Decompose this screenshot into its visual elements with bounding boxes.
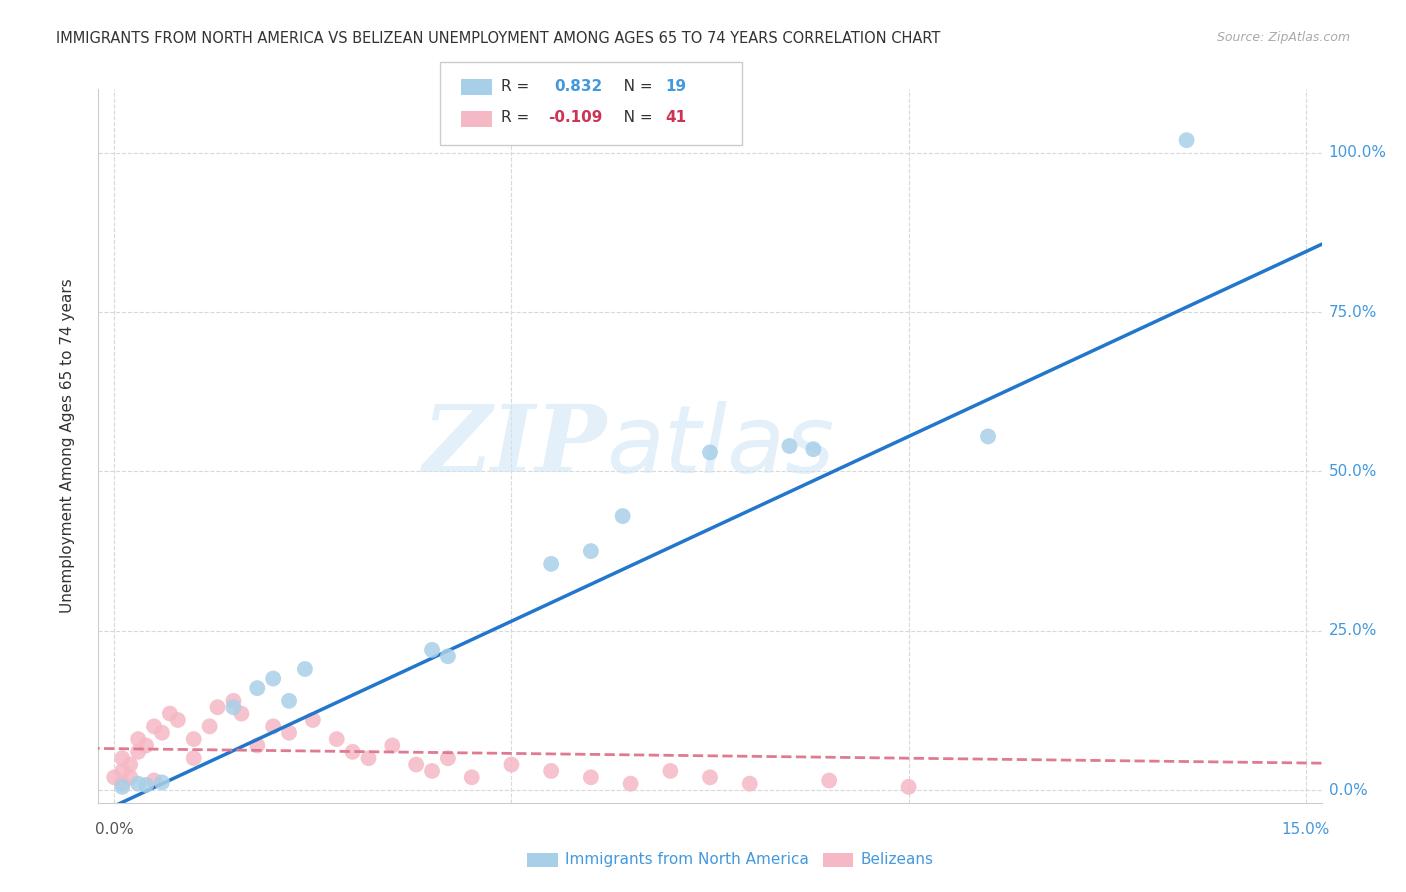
Point (111, 780, 134, 794)
Point (420, 643, 443, 657)
Point (278, 694, 301, 708)
Point (699, 770, 721, 784)
Text: Source: ZipAtlas.com: Source: ZipAtlas.com (1216, 31, 1350, 45)
Point (381, 739, 404, 753)
Point (294, 662, 316, 676)
Text: -0.109: -0.109 (548, 111, 603, 125)
Point (342, 745, 364, 759)
Point (143, 773, 166, 788)
Point (540, 557, 562, 571)
Text: 15.0%: 15.0% (1281, 822, 1330, 838)
Point (111, 777, 134, 791)
Point (127, 745, 149, 759)
Text: R =: R = (501, 111, 534, 125)
Text: 41: 41 (665, 111, 686, 125)
Point (461, 770, 484, 784)
Text: N =: N = (609, 79, 657, 94)
Y-axis label: Unemployment Among Ages 65 to 74 years: Unemployment Among Ages 65 to 74 years (60, 278, 75, 614)
Point (897, 780, 920, 794)
Point (120, 770, 142, 784)
Point (143, 719, 166, 733)
Point (262, 719, 284, 733)
Point (738, 777, 761, 791)
Point (135, 778, 157, 792)
Text: 75.0%: 75.0% (1329, 305, 1376, 319)
Text: Belizeans: Belizeans (860, 853, 934, 867)
Point (111, 764, 134, 778)
Point (246, 739, 269, 753)
Point (111, 751, 134, 765)
Point (150, 725, 173, 739)
Point (501, 757, 523, 772)
Point (127, 732, 149, 747)
Point (420, 764, 443, 778)
Text: Immigrants from North America: Immigrants from North America (565, 853, 808, 867)
Text: 50.0%: 50.0% (1329, 464, 1376, 479)
Point (579, 544, 602, 558)
Point (278, 725, 301, 739)
Point (437, 751, 460, 765)
Text: atlas: atlas (606, 401, 834, 491)
Point (120, 757, 142, 772)
Point (150, 775, 173, 789)
Point (159, 706, 181, 721)
Point (437, 649, 460, 664)
Text: N =: N = (609, 111, 657, 125)
Text: 25.0%: 25.0% (1329, 624, 1376, 639)
Text: R =: R = (501, 79, 538, 94)
Point (166, 713, 188, 727)
Text: 100.0%: 100.0% (1329, 145, 1386, 161)
Point (207, 700, 229, 714)
Text: 0.832: 0.832 (554, 79, 602, 94)
Point (183, 751, 205, 765)
Point (103, 770, 125, 784)
Point (357, 751, 380, 765)
Point (818, 773, 841, 788)
Point (246, 681, 269, 695)
Text: ZIP: ZIP (422, 401, 606, 491)
Text: 0.0%: 0.0% (1329, 782, 1368, 797)
Point (659, 764, 682, 778)
Point (699, 445, 721, 459)
Point (183, 732, 205, 747)
Point (612, 509, 634, 524)
Point (198, 719, 221, 733)
Text: 0.0%: 0.0% (96, 822, 134, 838)
Point (620, 777, 643, 791)
Text: 19: 19 (665, 79, 686, 94)
Point (127, 777, 149, 791)
Point (540, 764, 562, 778)
Point (302, 713, 325, 727)
Point (405, 757, 427, 772)
Point (222, 700, 245, 714)
Point (1175, 133, 1198, 147)
Point (977, 429, 1000, 443)
Point (778, 439, 800, 453)
Point (222, 694, 245, 708)
Point (801, 442, 824, 457)
Point (135, 739, 157, 753)
Text: IMMIGRANTS FROM NORTH AMERICA VS BELIZEAN UNEMPLOYMENT AMONG AGES 65 TO 74 YEARS: IMMIGRANTS FROM NORTH AMERICA VS BELIZEA… (56, 31, 941, 46)
Point (231, 706, 253, 721)
Point (262, 672, 284, 686)
Point (579, 770, 602, 784)
Point (325, 732, 347, 747)
